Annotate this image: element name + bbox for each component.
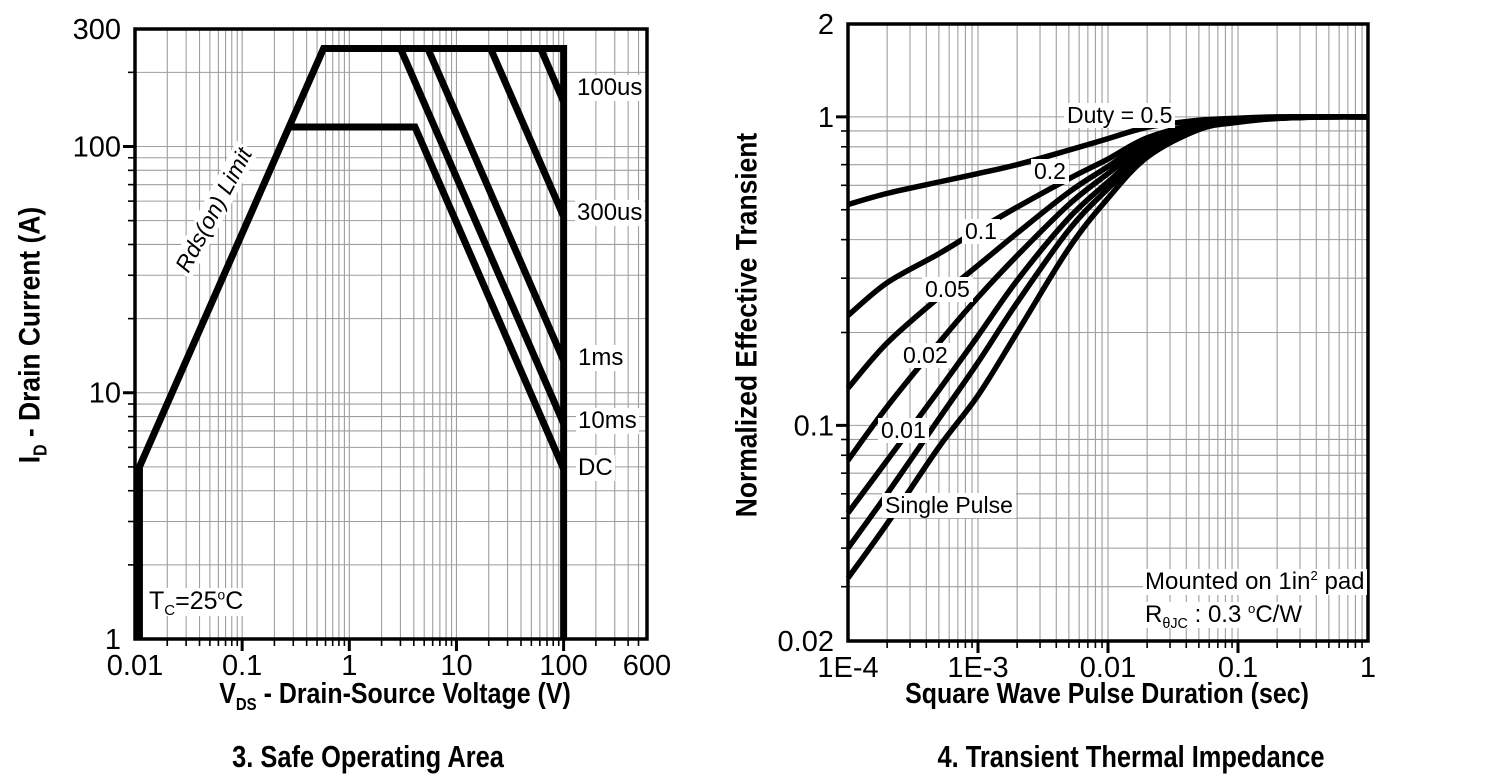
soa-y-tick-label: 100 bbox=[73, 131, 121, 163]
curve-label-10ms: 10ms bbox=[576, 407, 639, 435]
id-symbol: I bbox=[13, 455, 47, 464]
thermal-y-tick-label: 0.1 bbox=[794, 410, 834, 442]
mounted-pad-note: Mounted on 1in2 pad bbox=[1143, 568, 1367, 596]
soa-curve-1ms bbox=[424, 47, 567, 363]
soa-x-tick-label: 0.1 bbox=[222, 650, 262, 682]
thermal-x-tick-label: 0.1 bbox=[1218, 652, 1258, 684]
mounted-text: Mounted on 1in bbox=[1145, 568, 1311, 595]
single-pulse-label: Single Pulse bbox=[882, 492, 1016, 519]
thermal-chart-title: 4. Transient Thermal Impedance bbox=[937, 738, 1325, 774]
duty-label-0-02: 0.02 bbox=[900, 342, 951, 369]
rjc-note: RθJC : 0.3 oC/W bbox=[1143, 601, 1304, 631]
mounted-pad-text: pad bbox=[1317, 568, 1365, 595]
mounted-squared: 2 bbox=[1310, 568, 1318, 583]
thermal-x-tick-label: 1E-3 bbox=[947, 652, 1008, 684]
thermal-x-axis-title: Square Wave Pulse Duration (sec) bbox=[905, 678, 1309, 711]
curve-label-1ms: 1ms bbox=[576, 344, 626, 372]
curve-label-300us: 300us bbox=[575, 199, 645, 227]
case-temp-label: TC=25oC bbox=[147, 587, 246, 619]
tc-unit: C bbox=[225, 587, 244, 615]
soa-x-tick-label: 100 bbox=[539, 650, 587, 682]
duty-label-0-5: Duty = 0.5 bbox=[1064, 102, 1176, 129]
soa-curve-soa-limit-boundary bbox=[135, 44, 568, 639]
curve-label-dc: DC bbox=[576, 454, 615, 482]
soa-x-tick-label: 0.01 bbox=[107, 650, 163, 682]
thermal-curve-single-pulse bbox=[845, 113, 1369, 580]
thermal-y-axis-title: Normalized Effective Transient bbox=[730, 132, 764, 518]
soa-curve-dc bbox=[289, 123, 567, 471]
soa-plot-border bbox=[133, 27, 649, 641]
id-subscript: D bbox=[30, 444, 51, 456]
rjc-degree: o bbox=[1247, 601, 1256, 616]
thermal-y-tick-label: 1 bbox=[818, 102, 834, 134]
duty-label-0-01: 0.01 bbox=[878, 417, 929, 444]
tc-symbol: T bbox=[149, 587, 165, 615]
thermal-y-tick-label: 2 bbox=[818, 9, 834, 41]
vds-subscript: DS bbox=[235, 693, 257, 714]
soa-curve-300us bbox=[487, 47, 567, 218]
rjc-unit: C/W bbox=[1255, 601, 1302, 628]
thermal-x-tick-label: 1 bbox=[1360, 652, 1376, 684]
rjc-symbol: R bbox=[1145, 601, 1163, 628]
soa-y-tick-label: 10 bbox=[89, 378, 121, 410]
soa-y-axis-title: ID - Drain Current (A) bbox=[13, 206, 51, 464]
soa-chart-title: 3. Safe Operating Area bbox=[232, 738, 504, 774]
thermal-y-tick-label: 0.02 bbox=[778, 626, 834, 658]
tc-degree: o bbox=[217, 587, 226, 603]
duty-label-0-05: 0.05 bbox=[922, 276, 973, 303]
soa-x-tick-label: 1 bbox=[341, 650, 357, 682]
soa-x-tick-label: 10 bbox=[440, 650, 472, 682]
soa-curve-100us bbox=[537, 47, 567, 104]
vds-symbol: V bbox=[219, 678, 236, 711]
thermal-x-tick-label: 1E-4 bbox=[817, 652, 878, 684]
tc-value: =25 bbox=[175, 587, 218, 615]
id-text: - Drain Current (A) bbox=[13, 206, 47, 445]
curve-label-100us: 100us bbox=[575, 74, 645, 102]
thermal-plot-border bbox=[846, 22, 1370, 643]
tc-subscript: C bbox=[164, 602, 176, 619]
duty-label-0-2: 0.2 bbox=[1031, 158, 1069, 185]
vds-text: - Drain-Source Voltage (V) bbox=[256, 678, 571, 711]
soa-x-tick-label: 600 bbox=[623, 650, 671, 682]
soa-y-tick-label: 1 bbox=[105, 624, 121, 656]
soa-x-axis-title: VDS - Drain-Source Voltage (V) bbox=[219, 678, 571, 714]
rjc-subscript: θJC bbox=[1162, 615, 1188, 632]
soa-curve-10ms bbox=[397, 47, 567, 425]
soa-y-tick-label: 300 bbox=[73, 14, 121, 46]
thermal-x-tick-label: 0.01 bbox=[1080, 652, 1136, 684]
rjc-value: : 0.3 bbox=[1187, 601, 1248, 628]
duty-label-0-1: 0.1 bbox=[962, 218, 1000, 245]
